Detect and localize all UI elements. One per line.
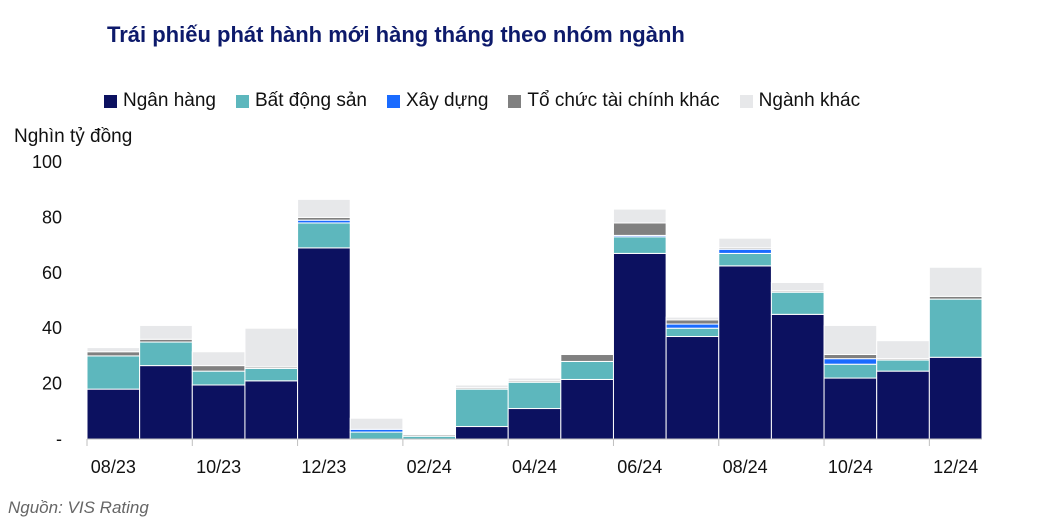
legend-item: Xây dựng: [386, 90, 489, 112]
bar-segment: [876, 359, 930, 372]
y-tick-label: 40: [42, 318, 62, 338]
bar-segment: [507, 408, 562, 440]
source-note: Nguồn: VIS Rating: [8, 498, 149, 517]
bar-segment: [455, 388, 509, 428]
bar-segment: [612, 222, 667, 236]
legend-label: Tổ chức tài chính khác: [527, 90, 720, 111]
legend-item: Ngành khác: [739, 90, 861, 112]
bar-segment: [560, 354, 614, 362]
bar-segment: [244, 380, 299, 440]
bar-segment: [86, 355, 141, 390]
legend-item: Bất động sản: [235, 90, 367, 112]
bar-segment: [455, 384, 509, 389]
bar-segment: [718, 265, 772, 440]
x-tick-label: 08/23: [91, 457, 136, 477]
bar-segment: [86, 388, 141, 440]
bar-segment: [139, 324, 193, 340]
bar-segment: [718, 252, 772, 267]
bar-segment: [823, 358, 878, 365]
bar-segment: [507, 381, 562, 410]
legend-swatch: [739, 94, 753, 108]
bar-segment: [612, 236, 667, 254]
bar-segment: [349, 417, 404, 430]
bar-segment: [86, 347, 141, 353]
bar-segment: [823, 354, 878, 360]
x-tick-label: 12/24: [933, 457, 978, 477]
bar-segment: [823, 377, 878, 440]
bar-segment: [718, 248, 772, 254]
x-tick-label: 10/23: [196, 457, 241, 477]
bar-segment: [86, 351, 141, 357]
bar-segment: [191, 370, 246, 386]
bar-segment: [297, 222, 351, 249]
bar-segment: [928, 266, 983, 297]
legend-item: Tổ chức tài chính khác: [508, 90, 720, 112]
bar-segment: [665, 319, 720, 325]
bar-segment: [191, 351, 246, 367]
bar-segment: [928, 356, 983, 440]
x-tick-label: 02/24: [407, 457, 452, 477]
bar-segment: [612, 208, 667, 224]
legend-label: Ngân hàng: [123, 90, 216, 111]
bar-segment: [876, 370, 930, 440]
y-axis-unit-label: Nghìn tỷ đồng: [14, 126, 133, 147]
bar-segment: [402, 434, 457, 437]
bar-segment: [297, 247, 351, 440]
bar-segment: [244, 367, 299, 382]
bar-segment: [928, 298, 983, 358]
bar-segment: [665, 323, 720, 329]
bar-segment: [455, 426, 509, 440]
bar-segment: [718, 237, 772, 249]
legend-swatch: [104, 94, 117, 108]
bar-segment: [244, 327, 299, 368]
chart-title: Trái phiếu phát hành mới hàng tháng theo…: [107, 22, 685, 47]
legend-swatch: [508, 94, 522, 108]
bar-segment: [770, 281, 825, 292]
legend-label: Bất động sản: [254, 90, 367, 111]
bar-segment: [612, 252, 667, 440]
bar-segment: [349, 431, 404, 440]
bar-segment: [507, 377, 562, 382]
bar-segment: [823, 324, 878, 356]
bar-segment: [297, 198, 351, 218]
bar-segment: [191, 384, 246, 440]
y-tick-label: 80: [42, 207, 62, 227]
bar-segment: [191, 365, 246, 372]
x-tick-label: 08/24: [723, 457, 768, 477]
y-tick-label: 60: [42, 263, 62, 283]
bar-segment: [139, 365, 193, 440]
legend-label: Ngành khác: [758, 90, 861, 111]
bar-segment: [139, 341, 193, 367]
y-tick-label: 100: [32, 152, 62, 172]
x-tick-label: 06/24: [617, 457, 662, 477]
legend-label: Xây dựng: [405, 90, 489, 111]
y-tick-label: -: [56, 429, 62, 449]
bar-segment: [770, 291, 825, 315]
y-tick-label: 20: [42, 374, 62, 394]
legend-item: Ngân hàng: [104, 90, 216, 112]
legend-swatch: [235, 94, 249, 108]
bar-segment: [876, 340, 930, 360]
bar-segment: [560, 360, 614, 380]
bar-segment: [665, 316, 720, 321]
x-tick-label: 12/23: [301, 457, 346, 477]
legend-swatch: [386, 94, 400, 108]
x-tick-label: 04/24: [512, 457, 557, 477]
legend: Ngân hàng Bất động sản Xây dựng Tổ chức tài…: [104, 90, 880, 112]
bar-segment: [770, 313, 825, 440]
x-tick-label: 10/24: [828, 457, 873, 477]
bar-segment: [665, 327, 720, 338]
bar-segment: [823, 363, 878, 379]
bar-segment: [665, 336, 720, 440]
bar-segment: [560, 378, 614, 440]
